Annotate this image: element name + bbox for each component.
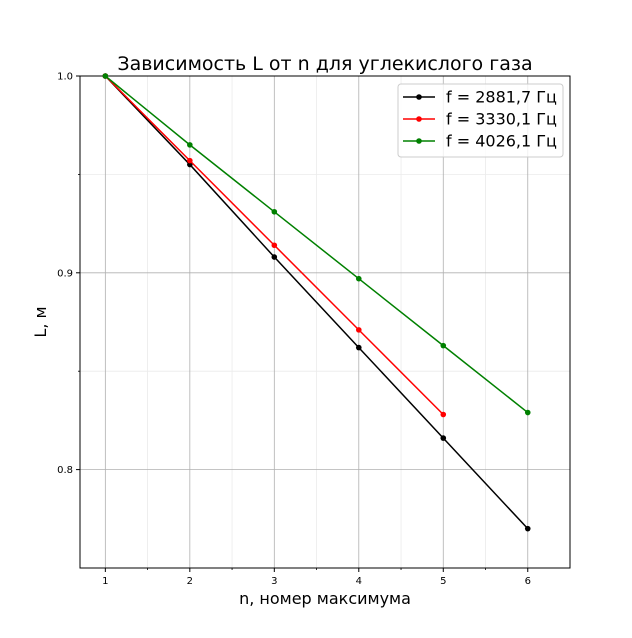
legend-box	[397, 83, 564, 158]
legend-label: f = 3330,1 Гц	[446, 110, 557, 129]
series-group	[102, 73, 531, 532]
legend-marker	[416, 94, 422, 100]
data-point	[355, 327, 362, 333]
y-tick-label: 0.9	[57, 268, 73, 279]
x-tick-label: 3	[271, 576, 277, 587]
x-axis: 1 2 3 4 5 6	[102, 568, 531, 587]
data-point	[271, 208, 278, 215]
chart-title: Зависимость L от n для углекислого газа	[117, 53, 532, 75]
legend-marker	[416, 116, 422, 122]
x-tick-label: 4	[356, 576, 362, 587]
data-point	[187, 157, 193, 164]
data-point	[187, 142, 193, 148]
data-point	[271, 242, 278, 249]
data-point	[271, 254, 278, 260]
x-tick-label: 1	[102, 576, 108, 587]
legend: f = 2881,7 Гц f = 3330,1 Гц f = 4026,1 Гц	[397, 83, 564, 158]
y-tick-label: 0.8	[57, 465, 73, 476]
x-tick-label: 6	[525, 576, 531, 587]
data-point	[524, 409, 531, 416]
data-point	[440, 435, 447, 441]
legend-label: f = 2881,7 Гц	[446, 88, 557, 107]
plot-frame	[79, 75, 571, 569]
grid	[80, 75, 570, 568]
data-point	[524, 525, 531, 532]
data-point	[187, 161, 193, 168]
legend-marker	[416, 138, 422, 144]
x-tick-label: 5	[440, 576, 446, 587]
data-point	[440, 342, 447, 349]
x-axis-label: n, номер максимума	[239, 589, 411, 608]
y-tick-label: 1.0	[57, 72, 73, 83]
data-point	[355, 275, 362, 282]
x-tick-label: 2	[187, 576, 193, 587]
series-line	[104, 75, 529, 414]
data-point	[355, 344, 362, 351]
data-point	[102, 73, 109, 79]
series-line	[104, 75, 529, 530]
data-point	[440, 411, 447, 418]
y-axis: 0.8 0.9 1.0	[57, 72, 80, 476]
y-axis-label: L, м	[31, 306, 50, 337]
legend-label: f = 4026,1 Гц	[446, 132, 557, 151]
